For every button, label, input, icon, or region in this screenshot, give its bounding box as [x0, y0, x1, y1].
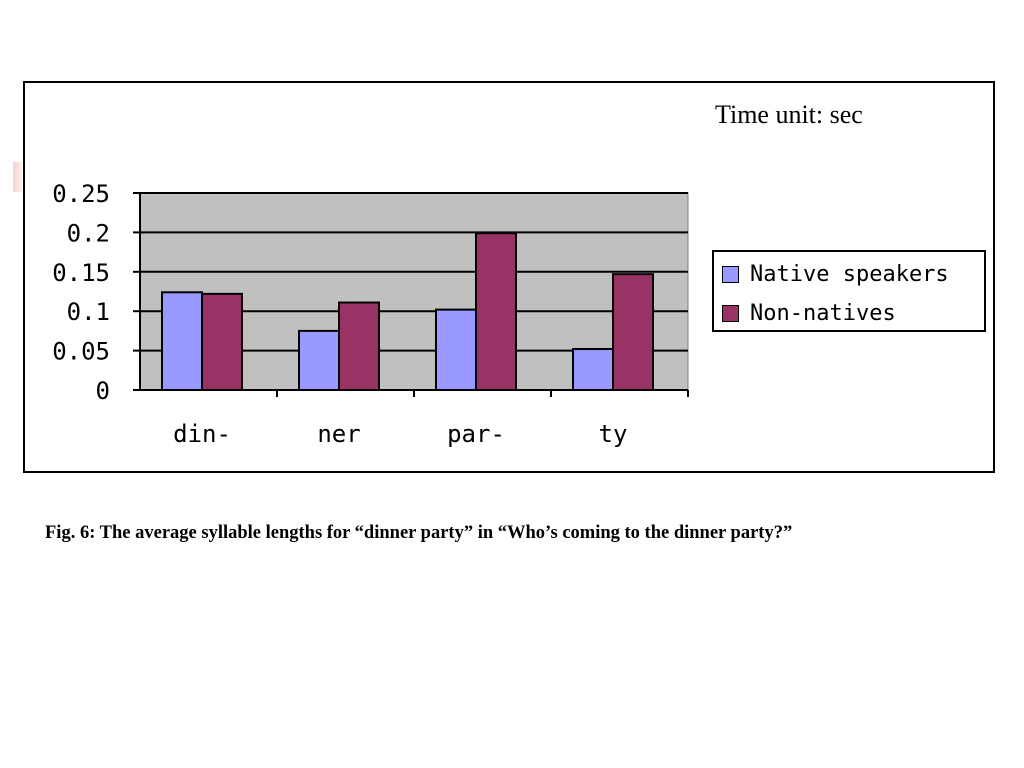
legend-label-native: Native speakers — [750, 262, 949, 287]
chart-legend: Native speakers Non-natives — [712, 250, 986, 332]
time-unit-annotation: Time unit: sec — [715, 100, 863, 129]
y-tick-label: 0.2 — [67, 219, 110, 247]
legend-swatch-native — [722, 266, 739, 283]
bar-native-0 — [161, 291, 203, 391]
bar-native-1 — [298, 329, 340, 391]
figure-caption: Fig. 6: The average syllable lengths for… — [45, 523, 793, 543]
x-tick-label: par- — [447, 420, 505, 448]
legend-item-native: Native speakers — [722, 262, 949, 287]
y-tick-label: 0.1 — [67, 298, 110, 326]
bar-native-2 — [435, 308, 477, 391]
decorative-pink-mark — [13, 162, 22, 192]
legend-item-non-native: Non-natives — [722, 301, 896, 326]
y-tick-label: 0 — [96, 377, 110, 405]
y-tick-label: 0.15 — [52, 259, 110, 287]
legend-swatch-non-native — [722, 305, 739, 322]
legend-label-non-native: Non-natives — [750, 301, 896, 326]
bar-non-native-1 — [338, 301, 380, 392]
bar-non-native-0 — [201, 292, 243, 392]
y-tick-label: 0.25 — [52, 180, 110, 208]
bar-non-native-3 — [612, 273, 654, 391]
x-tick-label: din- — [173, 420, 231, 448]
bar-native-3 — [572, 348, 614, 391]
x-tick-label: ner — [317, 420, 360, 448]
bar-non-native-2 — [475, 232, 517, 391]
x-tick-label: ty — [599, 420, 628, 448]
y-tick-label: 0.05 — [52, 338, 110, 366]
